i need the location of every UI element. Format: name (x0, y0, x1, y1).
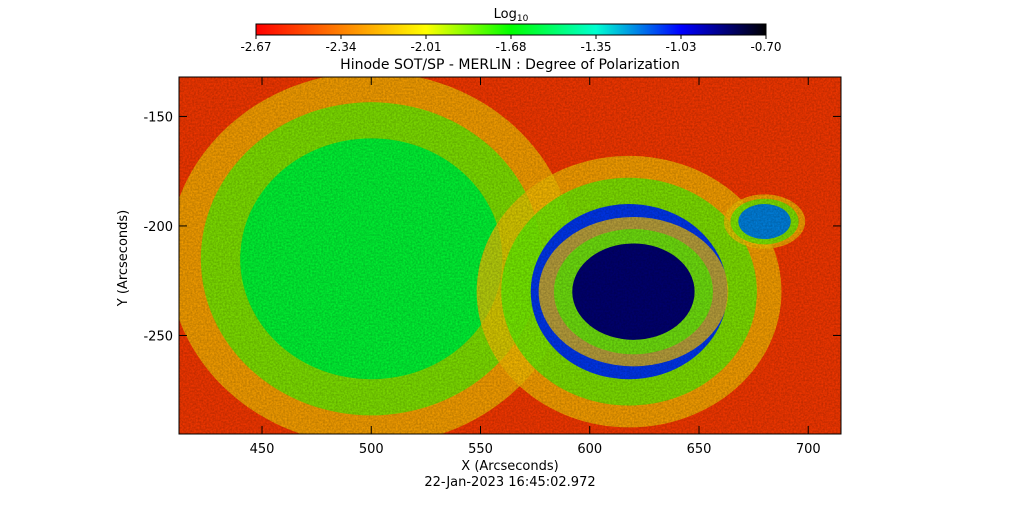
x-tick-label: 550 (468, 442, 493, 457)
x-tick-label: 500 (359, 442, 384, 457)
colorbar-tick-label: -1.68 (495, 40, 526, 54)
y-tick-label: -200 (143, 220, 173, 235)
x-axis-label: X (Arcseconds) (461, 459, 558, 474)
y-axis-label: Y (Arcseconds) (116, 210, 131, 307)
x-tick-label: 600 (577, 442, 602, 457)
plot-frame (178, 76, 842, 435)
colorbar-tick-label: -1.35 (580, 40, 611, 54)
colorbar-tick-label: -2.01 (410, 40, 441, 54)
x-axis: 450 500 550 600 650 700 (250, 77, 821, 457)
colorbar-tick-label: -0.70 (750, 40, 781, 54)
colorbar-tick-label: -2.34 (325, 40, 356, 54)
y-tick-label: -150 (143, 110, 173, 125)
colorbar-label: Log10 (494, 7, 529, 24)
x-tick-label: 650 (687, 442, 712, 457)
colorbar (255, 23, 767, 36)
x-tick-label: 700 (796, 442, 821, 457)
colorbar-tick-label: -2.67 (240, 40, 271, 54)
chart-title: Hinode SOT/SP - MERLIN : Degree of Polar… (340, 57, 680, 73)
colorbar-ticks: -2.67 -2.34 -2.01 -1.68 -1.35 -1.03 -0.70 (240, 35, 782, 54)
colorbar-tick-label: -1.03 (665, 40, 696, 54)
x-tick-label: 450 (250, 442, 275, 457)
timestamp: 22-Jan-2023 16:45:02.972 (424, 475, 595, 490)
y-axis: -150 -200 -250 (143, 110, 841, 344)
heatmap-image (179, 77, 841, 434)
y-tick-label: -250 (143, 329, 173, 344)
